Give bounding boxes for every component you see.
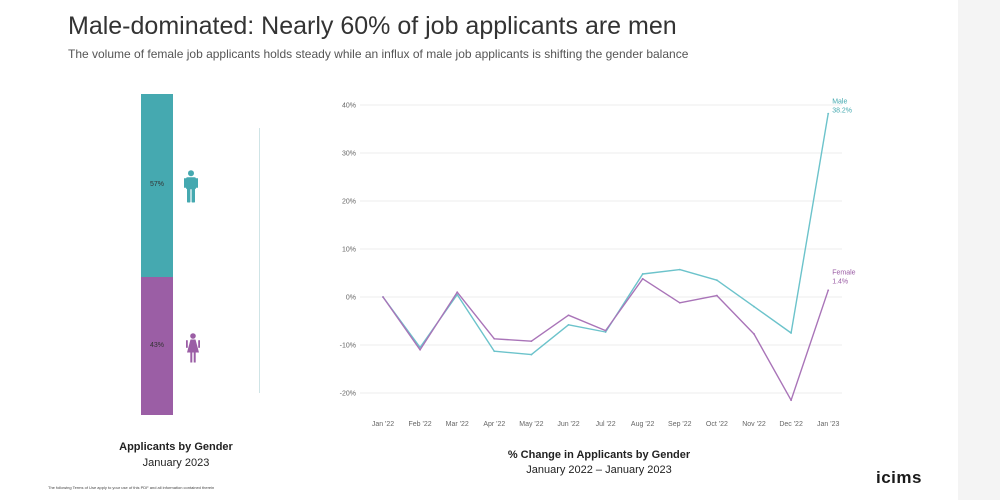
x-tick-label: Jan '22 xyxy=(372,421,394,428)
data-point-male xyxy=(567,323,570,326)
data-point-female xyxy=(827,289,830,292)
y-tick-label: 0% xyxy=(346,295,356,302)
x-tick-label: Aug '22 xyxy=(631,421,655,428)
data-point-female xyxy=(790,399,792,402)
x-tick-label: Jun '22 xyxy=(557,421,579,428)
bar-segment-female xyxy=(141,276,173,415)
male-person-icon xyxy=(184,170,198,203)
x-tick-label: Apr '22 xyxy=(483,421,505,428)
data-point-female xyxy=(567,314,570,317)
x-tick-label: Dec '22 xyxy=(779,421,803,428)
y-tick-label: 40% xyxy=(342,103,356,110)
divider-line xyxy=(259,128,260,393)
data-point-female xyxy=(419,348,421,351)
data-point-female xyxy=(716,294,718,297)
data-point-male xyxy=(493,350,496,353)
x-tick-label: Oct '22 xyxy=(706,421,728,428)
data-point-female xyxy=(493,337,496,340)
bar-segment-male xyxy=(141,94,173,277)
x-tick-label: May '22 xyxy=(519,421,543,428)
data-point-male xyxy=(827,112,830,115)
series-name-label: Female xyxy=(832,269,855,276)
bar-label-male: 57% xyxy=(149,181,164,189)
x-tick-label: Jan '23 xyxy=(817,421,839,428)
data-point-male xyxy=(678,268,681,271)
data-point-female xyxy=(753,333,755,335)
x-tick-label: Sep '22 xyxy=(668,421,692,428)
series-line-male xyxy=(382,113,829,356)
data-point-female xyxy=(641,277,644,280)
icims-logo: icims xyxy=(876,468,922,487)
x-tick-label: Nov '22 xyxy=(742,421,766,428)
data-point-female xyxy=(678,301,681,304)
line-chart-subtitle: January 2022 – January 2023 xyxy=(526,464,672,476)
page-subtitle: The volume of female job applicants hold… xyxy=(68,47,689,61)
data-point-male xyxy=(530,353,533,356)
x-tick-label: Mar '22 xyxy=(446,421,469,428)
y-tick-label: -20% xyxy=(340,391,356,398)
data-point-male xyxy=(753,305,755,308)
bar-label-female: 43% xyxy=(149,341,164,349)
data-point-male xyxy=(641,273,644,275)
legal-terms-note: The following Terms of Use apply to your… xyxy=(48,485,215,490)
series-name-label: Male xyxy=(832,99,847,106)
line-chart-title: % Change in Applicants by Gender xyxy=(507,449,691,461)
data-point-male xyxy=(716,279,718,282)
y-tick-label: 20% xyxy=(342,199,356,206)
female-person-icon xyxy=(186,333,200,363)
series-value-label: 38.2% xyxy=(832,108,852,115)
data-point-female xyxy=(530,340,533,343)
data-point-male xyxy=(604,331,607,333)
y-tick-label: -10% xyxy=(340,343,356,350)
series-value-label: 1.4% xyxy=(832,278,848,285)
x-tick-label: Feb '22 xyxy=(409,421,432,428)
x-tick-label: Jul '22 xyxy=(596,421,616,428)
data-point-female xyxy=(604,329,607,332)
data-point-female xyxy=(382,296,384,298)
bar-chart-subtitle: January 2023 xyxy=(142,457,210,469)
page-title: Male-dominated: Nearly 60% of job applic… xyxy=(68,12,677,40)
y-tick-label: 10% xyxy=(342,247,356,254)
y-tick-label: 30% xyxy=(342,151,356,158)
bar-chart-title: Applicants by Gender xyxy=(119,441,233,453)
data-point-male xyxy=(790,332,792,334)
data-point-female xyxy=(456,291,459,294)
page-edge-strip xyxy=(958,0,1000,500)
